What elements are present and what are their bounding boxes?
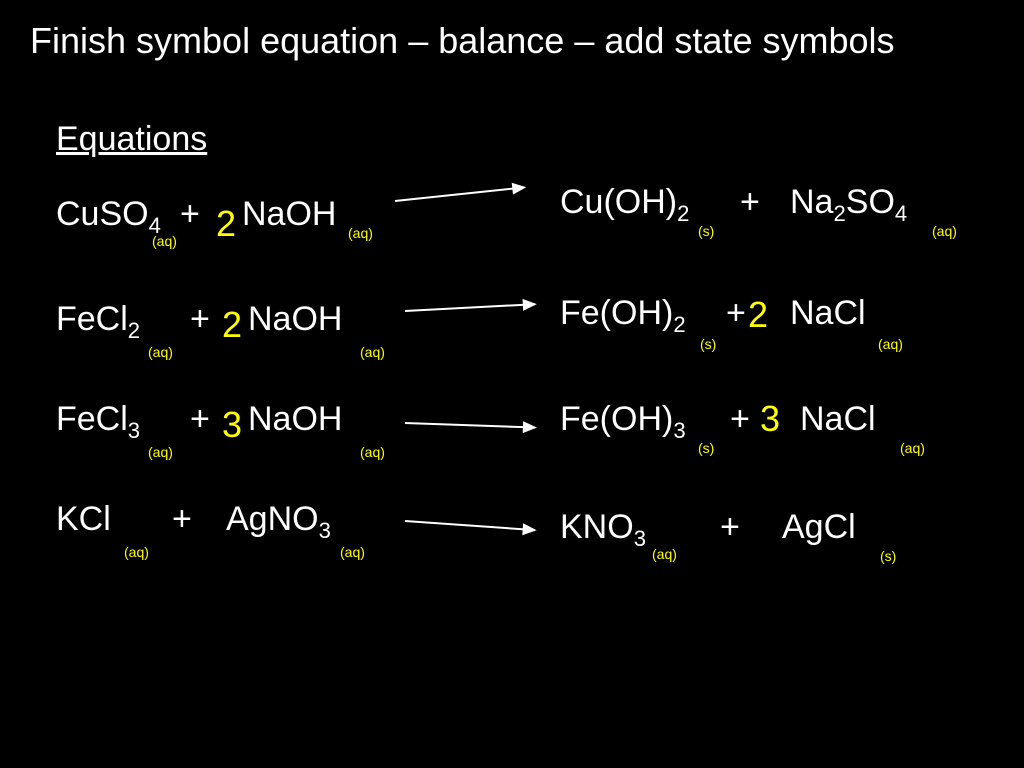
state-symbol: (aq) bbox=[148, 444, 173, 460]
state-symbol: (aq) bbox=[152, 233, 177, 249]
plus-sign: + bbox=[180, 195, 200, 234]
state-symbol: (aq) bbox=[360, 344, 385, 360]
state-symbol: (aq) bbox=[360, 444, 385, 460]
coefficient: 3 bbox=[222, 404, 242, 446]
reaction-arrow-icon bbox=[395, 186, 524, 202]
plus-sign: + bbox=[172, 500, 192, 539]
coefficient: 2 bbox=[222, 304, 242, 346]
equation-row: FeCl2(aq)+2NaOH(aq)Fe(OH)2(s)+2NaCl(aq) bbox=[0, 300, 1024, 380]
state-symbol: (aq) bbox=[348, 225, 373, 241]
chemical-formula: NaOH bbox=[248, 400, 342, 439]
chemical-formula: KCl bbox=[56, 500, 111, 539]
chemical-formula: FeCl2 bbox=[56, 300, 140, 344]
chemical-formula: AgNO3 bbox=[226, 500, 331, 544]
state-symbol: (aq) bbox=[148, 344, 173, 360]
chemical-formula: Fe(OH)3 bbox=[560, 400, 686, 444]
plus-sign: + bbox=[190, 300, 210, 339]
chemical-formula: AgCl bbox=[782, 508, 856, 547]
chemical-formula: FeCl3 bbox=[56, 400, 140, 444]
chemical-formula: CuSO4 bbox=[56, 195, 161, 239]
equation-row: FeCl3(aq)+3NaOH(aq)Fe(OH)3(s)+3NaCl(aq) bbox=[0, 400, 1024, 480]
plus-sign: + bbox=[190, 400, 210, 439]
state-symbol: (aq) bbox=[878, 336, 903, 352]
state-symbol: (s) bbox=[700, 336, 716, 352]
reaction-arrow-icon bbox=[405, 520, 535, 531]
chemical-formula: KNO3 bbox=[560, 508, 646, 552]
chemical-formula: Na2SO4 bbox=[790, 183, 907, 227]
state-symbol: (s) bbox=[698, 440, 714, 456]
plus-sign: + bbox=[726, 294, 746, 333]
coefficient: 2 bbox=[216, 203, 236, 245]
chemical-formula: NaOH bbox=[242, 195, 336, 234]
chemical-formula: Fe(OH)2 bbox=[560, 294, 686, 338]
chemical-formula: NaOH bbox=[248, 300, 342, 339]
state-symbol: (s) bbox=[880, 548, 896, 564]
state-symbol: (s) bbox=[698, 223, 714, 239]
equation-row: KCl (aq) + AgNO3 (aq) KNO3 (aq) + AgCl (s) bbox=[0, 500, 1024, 580]
slide-title: Finish symbol equation – balance – add s… bbox=[30, 20, 895, 62]
plus-sign: + bbox=[740, 183, 760, 222]
coefficient: 2 bbox=[748, 294, 768, 336]
reaction-arrow-icon bbox=[405, 422, 535, 429]
state-symbol: (aq) bbox=[900, 440, 925, 456]
section-subtitle: Equations bbox=[56, 120, 207, 159]
state-symbol: (aq) bbox=[340, 544, 365, 560]
equation-row: CuSO4(aq)+2NaOH(aq)Cu(OH)2(s)+Na2SO4(aq) bbox=[0, 195, 1024, 275]
state-symbol: (aq) bbox=[932, 223, 957, 239]
reaction-arrow-icon bbox=[405, 303, 535, 312]
plus-sign: + bbox=[730, 400, 750, 439]
chemical-formula: Cu(OH)2 bbox=[560, 183, 689, 227]
chemical-formula: NaCl bbox=[800, 400, 876, 439]
chemical-formula: NaCl bbox=[790, 294, 866, 333]
state-symbol: (aq) bbox=[652, 546, 677, 562]
plus-sign: + bbox=[720, 508, 740, 547]
coefficient: 3 bbox=[760, 398, 780, 440]
state-symbol: (aq) bbox=[124, 544, 149, 560]
